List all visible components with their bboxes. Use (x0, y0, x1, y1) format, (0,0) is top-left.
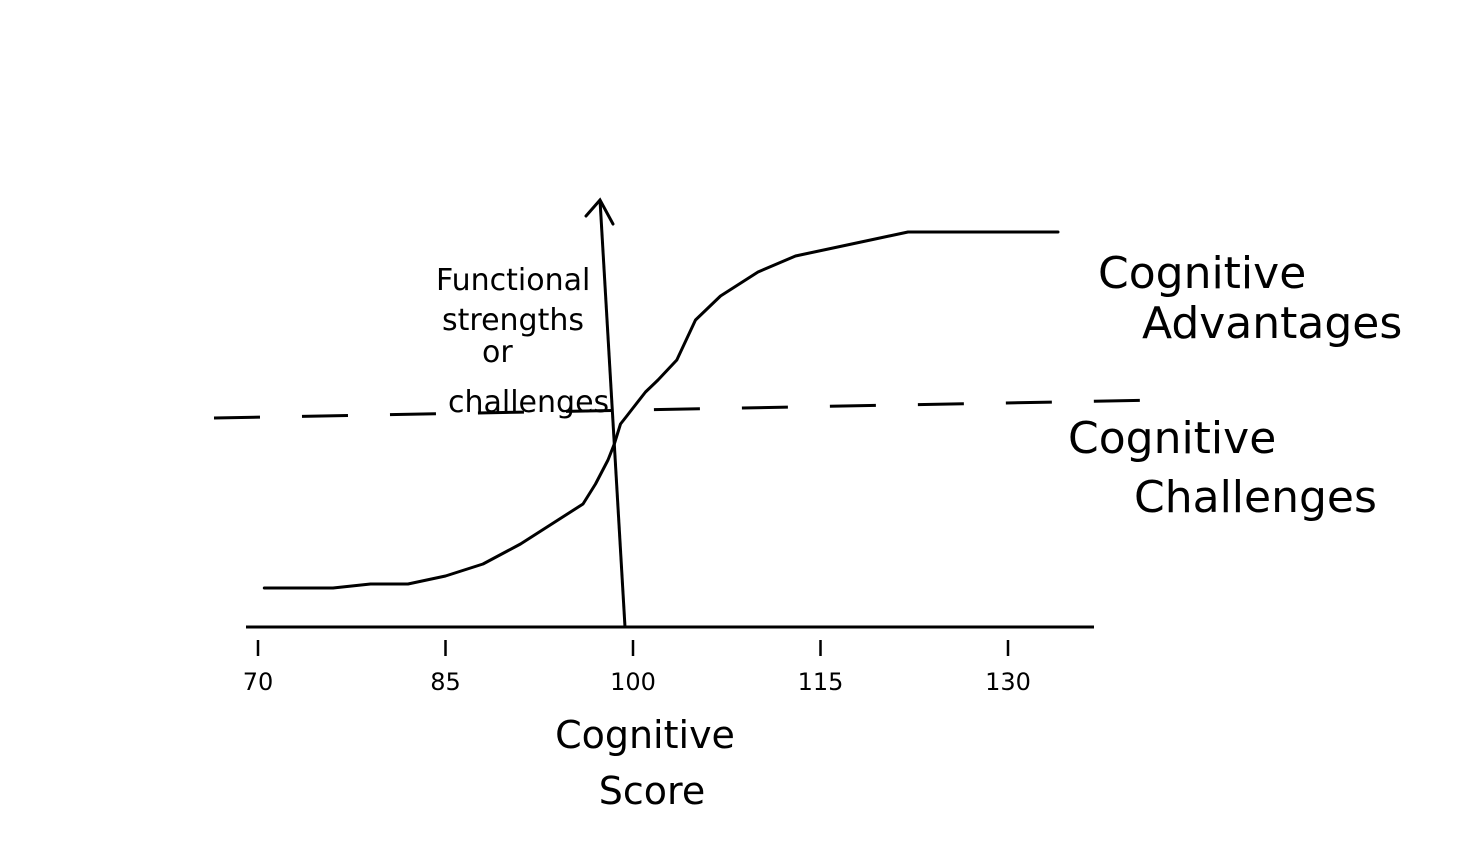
x-tick-label: 130 (985, 668, 1031, 696)
y-label-line-4: challenges (448, 385, 609, 420)
y-axis-arrowhead (584, 197, 615, 226)
y-label-line-3: or (482, 335, 513, 370)
reference-line (213, 398, 1163, 420)
region-below-line-1: Cognitive (1068, 413, 1276, 464)
x-ticks: 70 85 100 115 130 (243, 640, 1031, 696)
y-axis-line (598, 199, 627, 628)
y-label-line-1: Functional (436, 263, 590, 298)
x-label-line-1: Cognitive (555, 713, 735, 757)
x-tick-label: 115 (798, 668, 844, 696)
x-tick-label: 70 (243, 668, 274, 696)
region-above-line-1: Cognitive (1098, 248, 1306, 299)
x-tick-label: 85 (430, 668, 461, 696)
x-tick-label: 100 (610, 668, 656, 696)
region-below-line-2: Challenges (1134, 472, 1377, 523)
region-above-line-2: Advantages (1142, 298, 1402, 349)
y-label-line-2: strengths (442, 303, 584, 338)
reference-dashed-line (213, 398, 1163, 420)
series-curve (262, 230, 1060, 590)
x-label-line-2: Score (599, 769, 705, 813)
